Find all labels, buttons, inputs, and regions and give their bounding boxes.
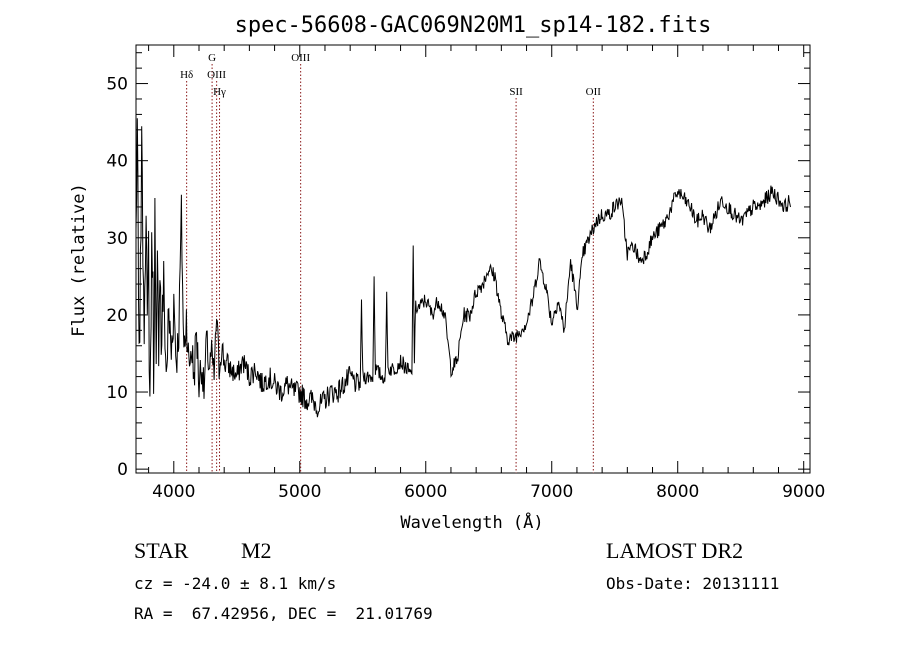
- plot-border: [135, 44, 811, 474]
- emission-line-label: G: [208, 52, 216, 64]
- axis-ticks: 4000 5000 6000 7000 8000 9000 0 10 20 30 40 50: [106, 45, 825, 502]
- object-subclass: M2: [241, 538, 272, 563]
- y-axis-label: Flux (relative): [69, 183, 89, 337]
- plot-frame: [135, 44, 811, 474]
- spectrum-line: [135, 118, 791, 418]
- x-tick-label: 9000: [782, 482, 825, 502]
- emission-line-label: OII: [586, 86, 602, 98]
- emission-line-label: OIII: [291, 52, 310, 64]
- emission-line-label: OIII: [207, 69, 226, 81]
- y-tick-label: 0: [117, 460, 128, 480]
- observation-date: Obs-Date: 20131111: [606, 574, 780, 593]
- x-tick-label: 5000: [278, 482, 321, 502]
- redshift-velocity: cz = -24.0 ± 8.1 km/s: [134, 574, 337, 593]
- emission-line-label: Hδ: [180, 69, 193, 81]
- object-class: STAR: [134, 538, 189, 563]
- sky-coordinates: RA = 67.42956, DEC = 21.01769: [134, 604, 433, 623]
- x-tick-label: 6000: [404, 482, 447, 502]
- x-tick-label: 4000: [152, 482, 195, 502]
- spectrum-line-layer: [135, 118, 791, 418]
- chart-title: spec-56608-GAC069N20M1_sp14-182.fits: [235, 13, 712, 38]
- y-tick-label: 10: [106, 383, 128, 403]
- x-axis-label: Wavelength (Å): [400, 511, 543, 533]
- emission-line-markers: Hδ G OIII Hγ OIII SII OII: [180, 52, 601, 473]
- y-tick-label: 20: [106, 306, 128, 326]
- y-tick-label: 30: [106, 229, 128, 249]
- emission-line-label: Hγ: [213, 86, 226, 98]
- x-tick-label: 7000: [530, 482, 573, 502]
- survey-name: LAMOST DR2: [606, 538, 744, 563]
- y-tick-label: 40: [106, 152, 128, 172]
- emission-line-label: SII: [509, 86, 523, 98]
- x-tick-label: 8000: [656, 482, 699, 502]
- y-tick-label: 50: [106, 75, 128, 95]
